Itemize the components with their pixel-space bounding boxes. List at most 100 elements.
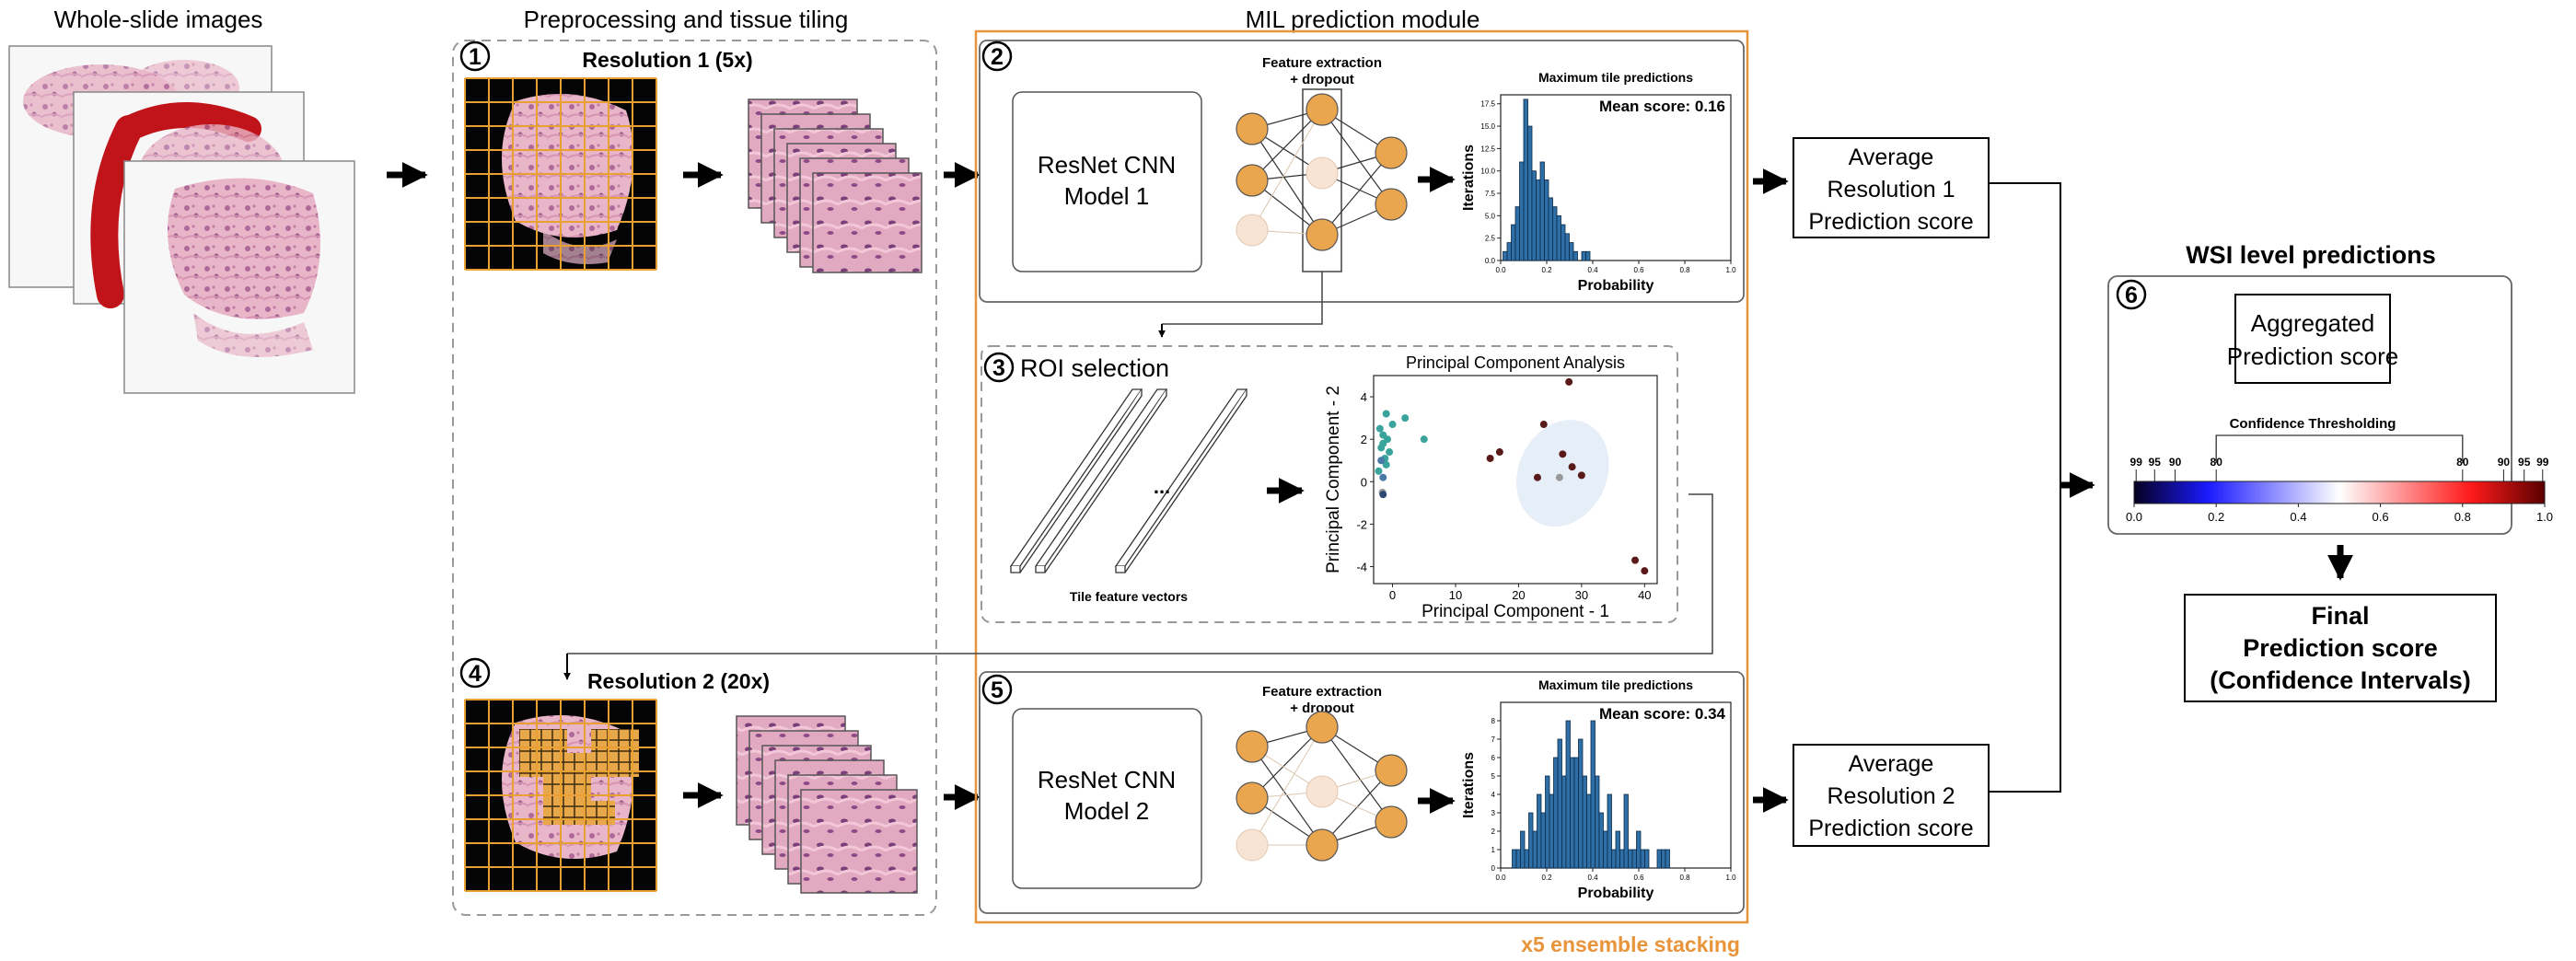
pca-point — [1375, 424, 1384, 433]
pca-point — [1539, 421, 1548, 429]
hist-ytick-label: 12.5 — [1480, 145, 1495, 153]
hist-bar — [1578, 738, 1584, 869]
svg-text:Feature extraction: Feature extraction — [1262, 55, 1382, 71]
pca-point — [1379, 439, 1387, 447]
hist-bar — [1520, 830, 1526, 869]
hist-xtick-label: 0.8 — [1679, 874, 1690, 882]
hist-ytick-label: 4 — [1491, 791, 1496, 799]
pca-ytick-label: 0 — [1361, 475, 1367, 489]
hist-xtick-label: 1.0 — [1725, 874, 1736, 882]
hist-bar — [1511, 224, 1516, 261]
tiled-slide-res2 — [464, 699, 657, 892]
neural-net-1 — [1236, 88, 1408, 272]
tile-stack-res1 — [748, 98, 922, 273]
pca-point — [1631, 556, 1640, 564]
svg-text:5: 5 — [991, 677, 1004, 703]
hist-ylabel: Iterations — [1461, 752, 1477, 818]
pca-point — [1533, 473, 1541, 481]
hist-xtick-label: 0.8 — [1679, 266, 1690, 274]
hist-mean-score: Mean score: 0.34 — [1599, 705, 1726, 723]
hist-bar — [1548, 197, 1553, 261]
svg-text:Resolution 2: Resolution 2 — [1828, 783, 1955, 809]
histogram-res1: Maximum tile predictions Mean score: 0.16… — [1461, 70, 1736, 294]
svg-text:+ dropout: + dropout — [1290, 72, 1354, 87]
pca-point — [1420, 435, 1428, 444]
hist-xtick-label: 0.2 — [1541, 874, 1552, 882]
header-mil-module: MIL prediction module — [1246, 6, 1480, 33]
pca-cluster-ellipse — [1516, 420, 1609, 527]
svg-text:Prediction score: Prediction score — [2227, 342, 2398, 370]
hist-bar — [1611, 849, 1617, 869]
hist-bar — [1640, 849, 1645, 869]
hist-xtick-label: 0.6 — [1633, 266, 1644, 274]
tile-vectors-label: Tile feature vectors — [1070, 589, 1188, 604]
svg-text:6: 6 — [2125, 283, 2138, 308]
hist-bar — [1586, 793, 1592, 869]
pca-frame — [1373, 375, 1658, 585]
svg-text:+ dropout: + dropout — [1290, 700, 1354, 716]
resnet-model-1: ResNet CNN Model 1 — [1012, 91, 1202, 272]
svg-text:Average: Average — [1849, 145, 1934, 170]
hist-bar — [1598, 812, 1604, 869]
svg-text:Aggregated: Aggregated — [2251, 309, 2374, 337]
neural-net-2 — [1236, 711, 1408, 862]
colorbar-axis-label: 0.4 — [2290, 510, 2306, 524]
svg-text:Prediction score: Prediction score — [2243, 634, 2438, 662]
pca-point — [1382, 460, 1390, 469]
hist-bar — [1519, 161, 1525, 261]
hist-bar — [1536, 179, 1541, 261]
hist-bar — [1644, 849, 1650, 869]
pca-ytick-label: -2 — [1356, 517, 1367, 531]
pca-point — [1379, 491, 1387, 499]
hist-bar — [1561, 224, 1566, 261]
feature-extraction-label-1: Feature extraction + dropout — [1262, 55, 1382, 87]
hist-bar — [1565, 720, 1571, 869]
pca-point — [1375, 467, 1383, 475]
pca-point — [1495, 448, 1503, 457]
hist-ytick-label: 17.5 — [1480, 100, 1495, 109]
hist-bar — [1514, 206, 1520, 261]
hist-bar — [1532, 830, 1537, 869]
colorbar-top-label: 80 — [2210, 456, 2223, 469]
hist-bar — [1506, 242, 1512, 261]
step-5-box — [979, 671, 1745, 914]
colorbar-top-label: 95 — [2149, 456, 2162, 469]
tiled-slide-res1 — [464, 77, 657, 271]
hist-xtick-label: 1.0 — [1725, 266, 1736, 274]
svg-text:Feature extraction: Feature extraction — [1262, 684, 1382, 700]
pca-xlabel: Principal Component - 1 — [1421, 602, 1609, 621]
pca-point — [1559, 450, 1567, 458]
svg-text:3: 3 — [992, 355, 1005, 381]
hist-bar — [1582, 775, 1587, 869]
confidence-colorbar: Confidence Thresholding 99 95 90 80 80 90 95 99… — [2126, 416, 2553, 524]
final-score-box: Final Prediction score (Confidence Inter… — [2184, 594, 2497, 702]
hist-xlabel: Probability — [1578, 278, 1654, 294]
hist-bar — [1557, 738, 1562, 869]
average-res1-box: Average Resolution 1 Prediction score — [1793, 137, 1990, 238]
colorbar-top-label: 90 — [2498, 456, 2511, 469]
hist-ytick-label: 7.5 — [1485, 190, 1496, 198]
svg-text:Resolution 1: Resolution 1 — [1828, 177, 1955, 203]
wsi-level-box — [2107, 275, 2512, 535]
colorbar-top-label: 95 — [2518, 456, 2531, 469]
hist-xtick-label: 0.2 — [1541, 266, 1552, 274]
header-wsi-level: WSI level predictions — [2186, 241, 2436, 269]
hist-bar — [1590, 720, 1595, 869]
hist-bar — [1540, 812, 1546, 869]
svg-text:1: 1 — [469, 44, 482, 70]
colorbar-top-label: 99 — [2536, 456, 2549, 469]
pca-point — [1388, 421, 1397, 429]
pca-point — [1382, 410, 1390, 418]
whole-slide-stack — [8, 45, 355, 394]
pca-point — [1379, 473, 1387, 481]
colorbar-top-label: 80 — [2456, 456, 2469, 469]
hist-bar — [1595, 775, 1600, 869]
step-5-badge: 5 — [981, 674, 1013, 705]
pca-ytick-label: -4 — [1356, 561, 1367, 574]
hist-bar — [1561, 775, 1567, 869]
roi-title: ROI selection — [1020, 354, 1169, 382]
svg-text:Prediction score: Prediction score — [1808, 209, 1973, 235]
colorbar-axis-label: 0.8 — [2454, 510, 2471, 524]
pca-point — [1641, 567, 1649, 575]
pca-point — [1555, 473, 1563, 481]
